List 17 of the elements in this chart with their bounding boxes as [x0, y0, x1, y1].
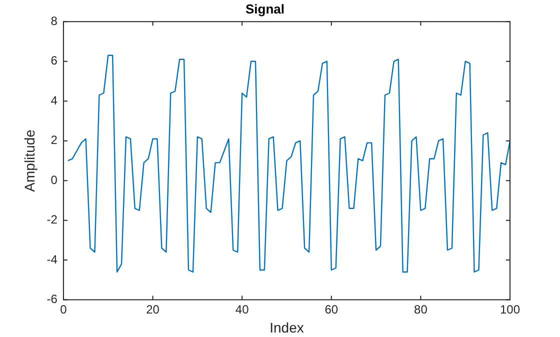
y-tick-label: 8: [50, 14, 58, 28]
chart-title: Signal: [245, 1, 285, 16]
x-tick-label: 0: [60, 302, 68, 316]
x-tick-label: 40: [235, 302, 250, 316]
x-tick-label: 60: [324, 302, 338, 316]
y-tick-label: 6: [50, 54, 58, 68]
x-axis-title: Index: [270, 319, 304, 336]
x-tick-label: 20: [146, 302, 160, 316]
y-tick-label: 2: [50, 133, 58, 148]
y-axis-title: Amplitude: [21, 129, 38, 192]
x-tick-label: 80: [414, 302, 428, 316]
y-tick-label: 4: [50, 93, 58, 108]
x-tick-label: 100: [500, 302, 520, 316]
y-tick-label: -6: [46, 292, 58, 306]
y-tick-label: 0: [50, 172, 58, 187]
y-tick-label: -4: [46, 252, 58, 266]
y-tick-label: -2: [46, 212, 58, 227]
